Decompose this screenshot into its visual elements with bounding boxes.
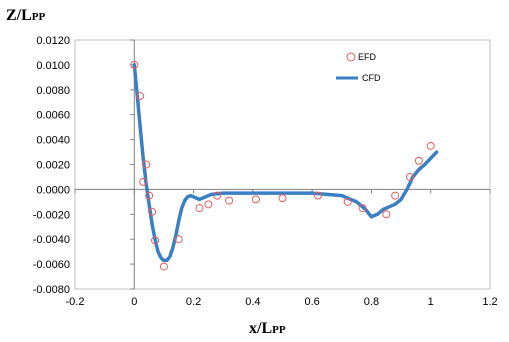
x-tick-label: 0.8 (364, 296, 379, 308)
x-tick-labels: -0.2 0 0.2 0.4 0.6 0.8 1 1.2 (66, 296, 498, 308)
y-tick-label: 0.0100 (36, 60, 70, 72)
efd-point (414, 156, 423, 165)
cfd-series (132, 63, 439, 263)
efd-point (405, 172, 414, 181)
cfd-line (132, 63, 439, 263)
y-tick-label: 0.0120 (36, 35, 70, 47)
y-axis-label: Z/LPP (6, 7, 46, 24)
efd-point (426, 141, 435, 150)
efd-point (391, 191, 400, 200)
y-tick-label: -0.0040 (33, 234, 70, 246)
efd-point (343, 197, 352, 206)
efd-point (151, 236, 160, 245)
x-axis-label-main: x/L (249, 320, 272, 337)
legend-efd-marker (346, 52, 356, 62)
x-axis-label: x/LPP (249, 320, 286, 337)
efd-point (195, 204, 204, 213)
efd-point (358, 204, 367, 213)
y-tick-label: 0.0000 (36, 184, 70, 196)
y-axis-label-main: Z/L (6, 7, 32, 24)
y-tick-label: -0.0020 (33, 209, 70, 221)
efd-series (130, 60, 435, 271)
efd-point (136, 92, 145, 101)
legend-cfd-label: CFD (362, 73, 381, 83)
efd-point (142, 160, 151, 169)
efd-point (204, 200, 213, 209)
y-tick-label: -0.0060 (33, 259, 70, 271)
legend-efd-label: EFD (358, 52, 377, 62)
efd-point (225, 196, 234, 205)
y-axis-label-sub: PP (32, 11, 46, 23)
efd-point (314, 191, 323, 200)
efd-point (159, 262, 168, 271)
efd-point (130, 60, 139, 69)
x-tick-label: 0.4 (245, 296, 260, 308)
y-tick-label: 0.0060 (36, 110, 70, 122)
efd-point (278, 194, 287, 203)
y-tick-label: -0.0080 (33, 284, 70, 296)
x-tick-label: 0 (131, 296, 137, 308)
x-tick-label: 0.2 (186, 296, 201, 308)
legend-box (332, 48, 398, 90)
x-tick-label: 0.6 (304, 296, 319, 308)
plot-area (74, 39, 491, 290)
y-tick-label: 0.0020 (36, 160, 70, 172)
y-tick-label: 0.0080 (36, 85, 70, 97)
efd-point (251, 195, 260, 204)
efd-point (148, 207, 157, 216)
x-tick-label: 1 (428, 296, 434, 308)
x-tick-label: 1.2 (482, 296, 497, 308)
efd-point (382, 210, 391, 219)
x-axis-label-sub: PP (272, 324, 286, 336)
x-tick-label: -0.2 (66, 296, 85, 308)
efd-point (213, 191, 222, 200)
efd-point (139, 177, 148, 186)
y-tick-label: 0.0040 (36, 135, 70, 147)
y-tick-labels: 0.0120 0.0100 0.0080 0.0060 0.0040 0.0020 0.00… (33, 35, 70, 296)
efd-point (145, 191, 154, 200)
legend: EFD CFD (332, 48, 398, 90)
efd-point (174, 235, 183, 244)
